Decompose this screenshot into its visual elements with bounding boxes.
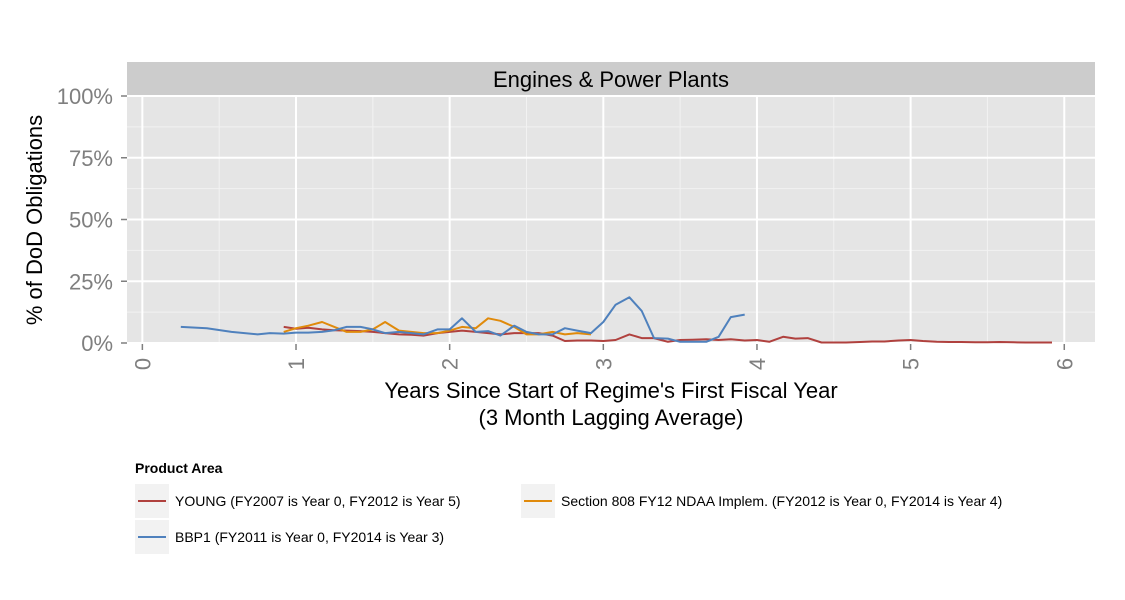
y-tick-label: 75% bbox=[69, 146, 113, 171]
x-tick-label: 2 bbox=[438, 358, 463, 370]
series-lines bbox=[180, 296, 1052, 344]
x-tick-label: 0 bbox=[130, 358, 155, 370]
series-line-3 bbox=[180, 296, 745, 343]
y-tick-label: 50% bbox=[69, 208, 113, 233]
y-axis-title: % of DoD Obligations bbox=[22, 115, 47, 325]
y-axis: 0% 25% 50% 75% 100% bbox=[57, 84, 127, 356]
legend-label-2: Section 808 FY12 NDAA Implem. (FY2012 is… bbox=[561, 493, 1002, 509]
x-axis-title-line1: Years Since Start of Regime's First Fisc… bbox=[384, 378, 837, 403]
facet-strip bbox=[127, 62, 1095, 96]
x-axis: 0 1 2 3 4 5 6 bbox=[130, 344, 1077, 370]
x-tick-label: 1 bbox=[284, 358, 309, 370]
x-axis-title-line2: (3 Month Lagging Average) bbox=[479, 405, 744, 430]
facet-title: Engines & Power Plants bbox=[493, 67, 729, 92]
legend: Product Area YOUNG (FY2007 is Year 0, FY… bbox=[135, 460, 1002, 554]
major-gridlines bbox=[127, 95, 1095, 344]
y-tick-label: 25% bbox=[69, 269, 113, 294]
legend-label-1: YOUNG (FY2007 is Year 0, FY2012 is Year … bbox=[175, 493, 461, 509]
series-line-1 bbox=[283, 325, 1052, 344]
x-tick-label: 3 bbox=[591, 358, 616, 370]
y-tick-label: 100% bbox=[57, 84, 113, 109]
x-tick-label: 4 bbox=[745, 358, 770, 370]
x-tick-label: 6 bbox=[1052, 358, 1077, 370]
legend-label-3: BBP1 (FY2011 is Year 0, FY2014 is Year 3… bbox=[175, 529, 444, 545]
legend-title: Product Area bbox=[135, 460, 223, 476]
x-tick-label: 5 bbox=[899, 358, 924, 370]
y-tick-label: 0% bbox=[81, 331, 113, 356]
